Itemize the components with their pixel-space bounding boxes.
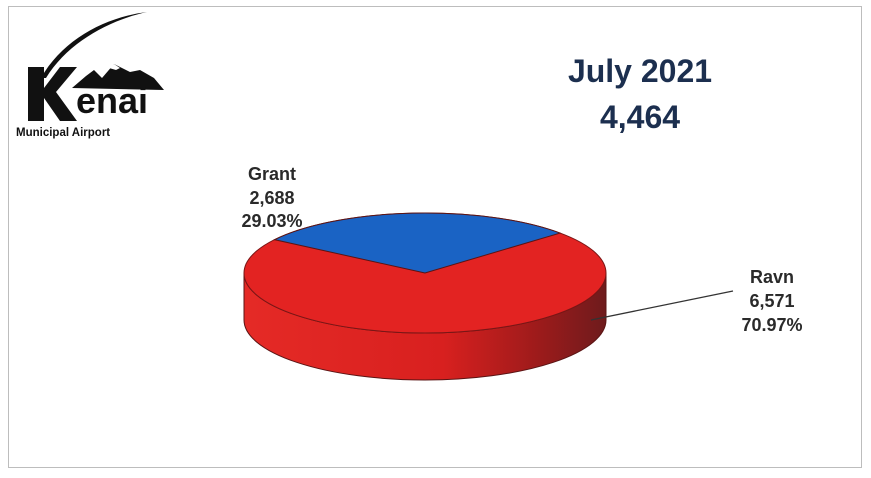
chart-title-total: 4,464 <box>599 99 681 135</box>
chart-title: July 2021 4,464 <box>520 48 760 140</box>
chart-title-month: July 2021 <box>567 53 713 89</box>
logo-name: enai <box>76 80 148 121</box>
ravn-leader-line <box>590 290 734 321</box>
label-ravn-value: 6,571 <box>749 291 794 311</box>
label-grant-percent: 29.03% <box>241 211 302 231</box>
label-ravn-percent: 70.97% <box>741 315 802 335</box>
logo-mountain <box>72 64 164 90</box>
kenai-airport-logo: enai Municipal Airport <box>16 12 164 139</box>
label-ravn-name: Ravn <box>750 267 794 287</box>
pie-layer <box>243 212 607 381</box>
logo-subtitle: Municipal Airport <box>16 127 110 139</box>
slice-label-ravn: Ravn 6,571 70.97% <box>741 267 802 335</box>
label-grant-value: 2,688 <box>249 188 294 208</box>
label-grant-name: Grant <box>248 164 296 184</box>
slice-label-grant: Grant 2,688 29.03% <box>241 164 302 231</box>
slice-grant <box>272 212 562 274</box>
logo-k-letter <box>28 67 77 121</box>
